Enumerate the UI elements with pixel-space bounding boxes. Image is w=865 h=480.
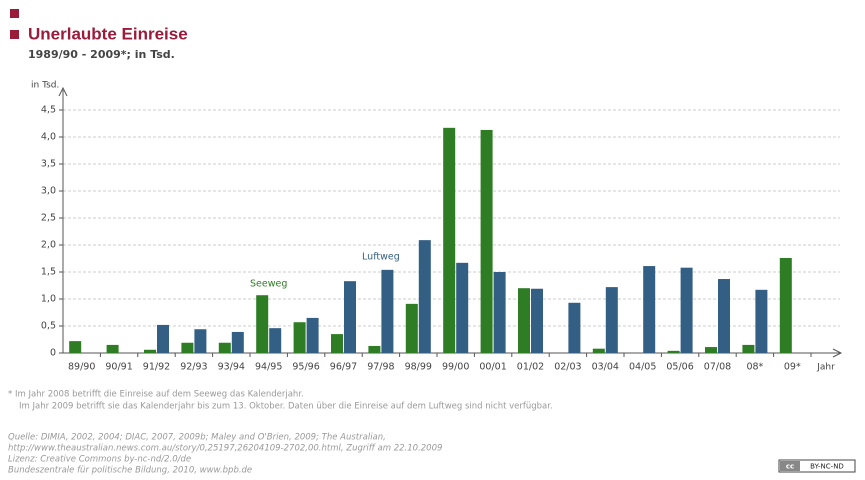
x-tick-label: 07/08: [704, 362, 731, 373]
bar: [194, 329, 207, 353]
x-tick-label: 91/92: [143, 362, 170, 373]
y-tick-label: 3,0: [41, 186, 56, 197]
license-text: BY-NC-ND: [810, 463, 844, 471]
bar: [405, 303, 418, 353]
bar: [592, 348, 605, 353]
x-tick-label: 01/02: [517, 362, 544, 373]
bar: [605, 287, 618, 353]
bar: [256, 295, 269, 353]
bar: [705, 347, 717, 353]
bar: [755, 289, 768, 353]
bar: [231, 331, 244, 353]
bar: [306, 317, 319, 353]
x-tick-label: 89/90: [68, 362, 95, 373]
source: http://www.theaustralian.news.com.au/sto…: [8, 444, 442, 454]
y-tick-label: 1,0: [41, 294, 56, 305]
bar: [456, 262, 469, 353]
subtitle: 1989/90 - 2009*; in Tsd.: [28, 48, 175, 61]
bar: [518, 288, 530, 353]
cc-icon: [780, 461, 800, 471]
series-label: Seeweg: [250, 279, 287, 290]
y-tick-label: 4,0: [41, 132, 56, 143]
x-tick-label: 04/05: [629, 362, 656, 373]
bar: [531, 288, 543, 353]
bar: [381, 269, 394, 353]
bar: [568, 302, 581, 353]
bar: [667, 350, 680, 353]
x-tick-label: 92/93: [180, 362, 207, 373]
x-tick-label: 99/00: [442, 362, 469, 373]
x-tick-label: 98/99: [405, 362, 432, 373]
y-tick-label: 2,5: [41, 213, 56, 224]
bar: [69, 341, 82, 353]
x-tick-label: 90/91: [105, 362, 132, 373]
y-axis-label: in Tsd.: [31, 81, 59, 91]
cc-icon-text: cc: [786, 463, 794, 471]
x-axis-label: Jahr: [816, 363, 835, 373]
bar: [157, 324, 169, 353]
chart-title: Unerlaubte Einreise: [28, 24, 188, 43]
footnote: * Im Jahr 2008 betrifft die Einreise auf…: [8, 390, 304, 400]
marker: [10, 30, 19, 39]
x-tick-label: 09*: [784, 362, 801, 373]
marker: [10, 9, 19, 18]
bar: [718, 279, 730, 353]
bar: [331, 334, 343, 353]
bar: [144, 349, 156, 353]
bar: [742, 344, 755, 353]
bar: [680, 267, 693, 353]
y-tick-label: 4,5: [41, 105, 56, 116]
bar: [368, 345, 381, 353]
bar: [443, 127, 456, 353]
source: Lizenz: Creative Commons by-nc-nd/2.0/de: [8, 455, 191, 465]
x-tick-label: 97/98: [367, 362, 394, 373]
x-tick-label: 93/94: [218, 362, 245, 373]
y-tick-label: 3,5: [41, 159, 56, 170]
bar: [293, 322, 306, 353]
bar: [493, 272, 506, 353]
bar: [344, 281, 356, 353]
x-tick-label: 05/06: [666, 362, 693, 373]
source: Bundeszentrale für politische Bildung, 2…: [8, 466, 252, 476]
y-tick-label: 1,5: [41, 267, 56, 278]
x-tick-label: 02/03: [554, 362, 581, 373]
y-tick-label: 0: [50, 348, 56, 359]
bar: [418, 240, 431, 353]
bar: [269, 328, 282, 353]
y-tick-label: 2,0: [41, 240, 56, 251]
x-tick-label: 08*: [746, 362, 763, 373]
x-tick-label: 96/97: [330, 362, 357, 373]
x-tick-label: 94/95: [255, 362, 282, 373]
y-axis-arrow: [58, 86, 68, 97]
bar: [106, 344, 119, 353]
footnote: Im Jahr 2009 betrifft sie das Kalenderja…: [19, 402, 553, 412]
bar: [643, 266, 656, 353]
series-label: Luftweg: [362, 252, 400, 263]
source: Quelle: DIMIA, 2002, 2004; DIAC, 2007, 2…: [8, 433, 386, 443]
x-tick-label: 95/96: [292, 362, 319, 373]
x-tick-label: 03/04: [592, 362, 619, 373]
x-axis-arrow: [832, 348, 843, 358]
bar: [779, 257, 792, 353]
y-tick-label: 0,5: [41, 321, 56, 332]
x-tick-label: 00/01: [479, 362, 506, 373]
bar: [480, 129, 493, 353]
bar: [181, 342, 194, 353]
bar: [218, 342, 231, 353]
